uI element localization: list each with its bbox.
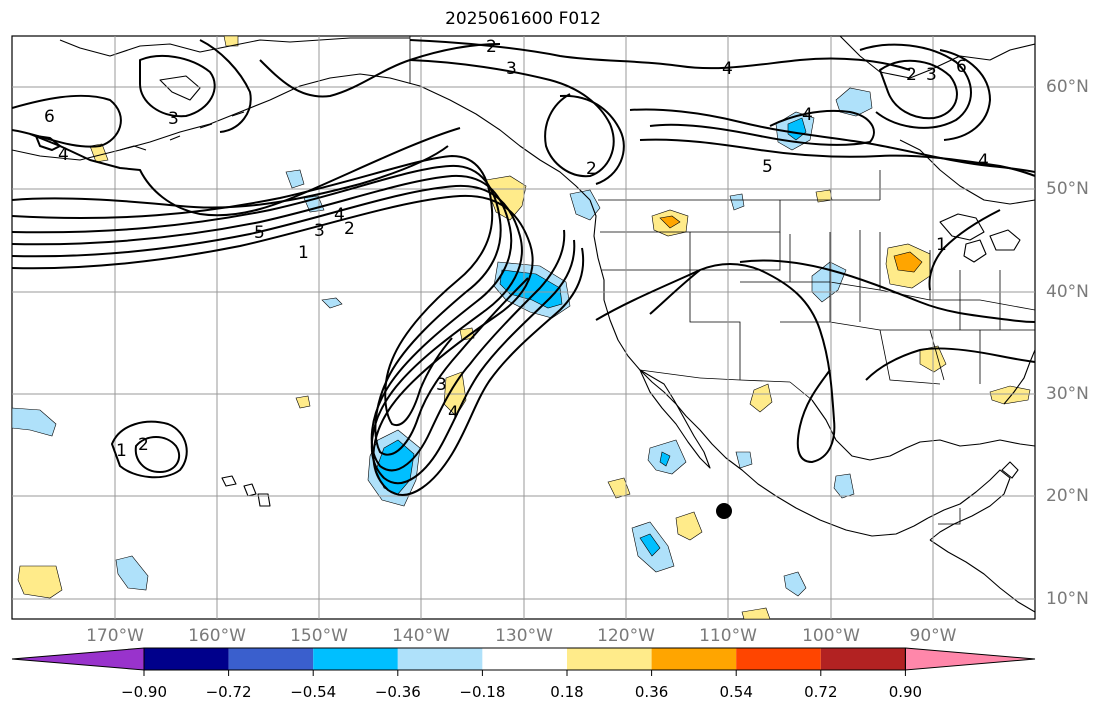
colorbar [11, 647, 1036, 676]
lon-label-130w: 130°W [495, 626, 553, 646]
lat-label-60n: 60°N [1046, 77, 1089, 97]
colorbar-tick-label: −0.54 [290, 683, 337, 701]
lat-label-50n: 50°N [1046, 179, 1089, 199]
contour-label-4-f: 4 [978, 151, 989, 171]
lon-label-110w: 110°W [699, 626, 757, 646]
contour-label-2-d: 2 [586, 159, 597, 179]
contour-label-5-a: 5 [254, 223, 265, 243]
contour-label-3-e: 3 [926, 65, 937, 85]
contour-label-3-a: 3 [506, 59, 517, 79]
contour-label-2-c: 2 [138, 435, 149, 455]
colorbar-tick-label: −0.36 [374, 683, 421, 701]
contour-label-3-d: 3 [436, 375, 447, 395]
contour-label-1-c: 1 [936, 235, 947, 255]
lon-label-170w: 170°W [86, 626, 144, 646]
lat-label-20n: 20°N [1046, 486, 1089, 506]
map-title: 2025061600 F012 [445, 9, 601, 29]
lon-label-150w: 150°W [290, 626, 348, 646]
contour-label-3-b: 3 [168, 109, 179, 129]
lon-label-160w: 160°W [188, 626, 246, 646]
colorbar-bin-2 [228, 648, 314, 670]
shaded-anomalies [12, 36, 1031, 619]
location-marker [716, 503, 732, 519]
colorbar-tick-label: 0.36 [634, 683, 669, 701]
contours [12, 39, 1035, 496]
colorbar-tick-label: −0.90 [121, 683, 167, 701]
contour-label-4-e: 4 [802, 105, 813, 125]
colorbar-bin-6 [567, 648, 652, 670]
colorbar-extend-left [11, 647, 145, 671]
contour-label-3-c: 3 [314, 221, 325, 241]
contour-labels: 2 3 6 4 3 5 4 3 2 1 3 4 1 2 4 5 2 4 2 3 … [44, 37, 989, 461]
lat-label-10n: 10°N [1046, 589, 1089, 609]
colorbar-bin-3 [313, 648, 398, 670]
contour-label-4-b: 4 [334, 205, 345, 225]
colorbar-extend-right [904, 647, 1036, 671]
graticule [12, 36, 1035, 619]
colorbar-bin-9 [820, 648, 906, 670]
lon-label-90w: 90°W [909, 626, 957, 646]
lat-label-30n: 30°N [1046, 384, 1089, 404]
lat-label-40n: 40°N [1046, 282, 1089, 302]
contour-label-4-a: 4 [58, 145, 69, 165]
colorbar-bin-7 [651, 648, 737, 670]
lon-label-140w: 140°W [392, 626, 450, 646]
contour-label-2-b: 2 [344, 219, 355, 239]
coastlines [12, 36, 1035, 613]
colorbar-bin-8 [736, 648, 821, 670]
contour-label-1-b: 1 [116, 441, 127, 461]
lon-label-120w: 120°W [597, 626, 655, 646]
contour-label-1-a: 1 [298, 243, 309, 263]
lon-label-100w: 100°W [802, 626, 860, 646]
colorbar-tick-label: 0.90 [888, 683, 923, 701]
contour-label-2-a: 2 [486, 37, 497, 57]
colorbar-tick-label: 0.54 [719, 683, 753, 701]
contour-label-4-d: 4 [722, 59, 733, 79]
colorbar-bin-1 [144, 648, 229, 670]
colorbar-tick-label: −0.72 [205, 683, 252, 701]
colorbar-tick-label: 0.18 [550, 683, 584, 701]
contour-label-4-c: 4 [448, 403, 459, 423]
colorbar-bin-4 [397, 648, 483, 670]
borders [409, 36, 1035, 525]
colorbar-tick-label: 0.72 [804, 683, 838, 701]
colorbar-tick-label: −0.18 [459, 683, 506, 701]
colorbar-bin-5 [482, 648, 567, 670]
contour-label-2-e: 2 [906, 65, 917, 85]
contour-label-6-a: 6 [44, 107, 55, 127]
contour-label-6-b: 6 [956, 57, 967, 77]
contour-label-5-b: 5 [762, 157, 773, 177]
